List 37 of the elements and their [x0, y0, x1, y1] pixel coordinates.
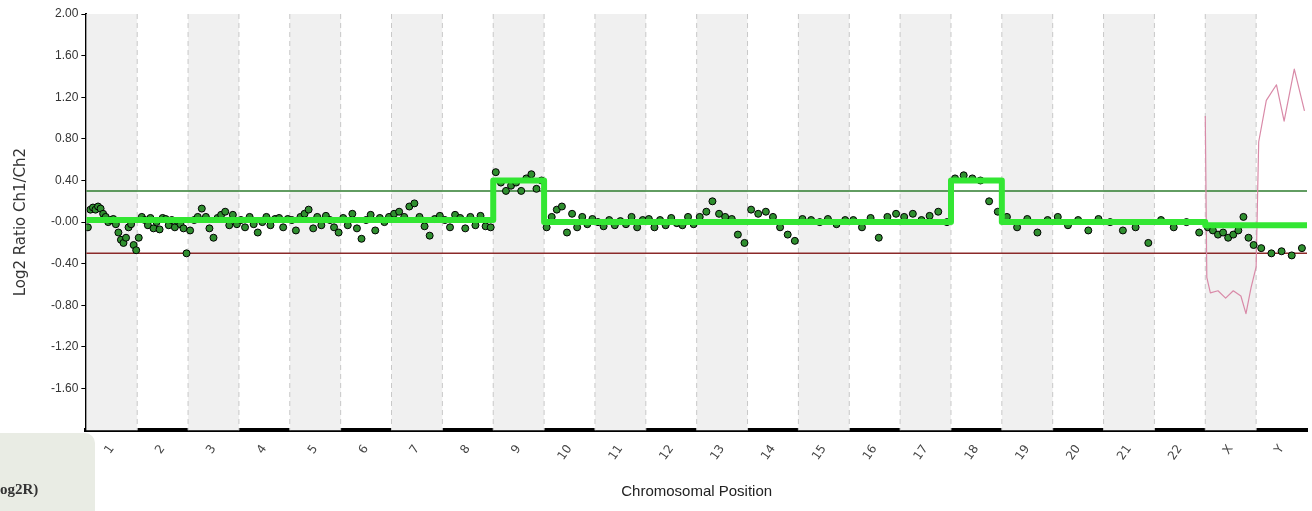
x-tick-label: 22	[1164, 441, 1185, 463]
x-tick-label: 21	[1113, 441, 1135, 463]
x-tick-label: 16	[859, 441, 880, 463]
x-tick-label: 19	[1012, 441, 1033, 463]
x-tick-label: 17	[910, 441, 931, 463]
x-tick-label: 6	[355, 441, 372, 457]
x-tick-label: 2	[151, 441, 168, 457]
x-tick-label: 8	[456, 441, 473, 457]
y-tick-label: 0.40	[54, 172, 79, 187]
y-axis-title: Log2 Ratio Ch1/Ch2	[10, 147, 29, 297]
y-tick-label: 2.00	[54, 6, 79, 21]
x-tick-label: X	[1219, 441, 1236, 457]
x-tick-label: 12	[656, 441, 677, 463]
x-axis-title: Chromosomal Position	[621, 482, 773, 500]
x-tick-label: 13	[706, 441, 728, 463]
x-tick-label: 11	[605, 441, 626, 463]
y-tick-label: 0.80	[54, 131, 79, 146]
y-tick-label: -1.60	[50, 380, 79, 395]
x-tick-label: 9	[507, 441, 524, 457]
y-tick-label: -0.80	[50, 297, 79, 312]
y-tick-label: -1.20	[50, 339, 79, 354]
x-tick-label: 5	[304, 441, 321, 457]
x-tick-label: 20	[1062, 441, 1084, 463]
text: og2R)	[0, 481, 39, 498]
y-tick-label: -0.40	[50, 256, 79, 271]
x-tick-label: 1	[100, 441, 117, 457]
x-tick-label: 7	[406, 441, 422, 457]
x-tick-label: Y	[1270, 441, 1287, 457]
y-tick-label: -0.00	[50, 214, 79, 229]
y-tick-label: 1.20	[54, 89, 79, 104]
x-tick-label: 15	[808, 441, 829, 463]
x-tick-label: 4	[253, 441, 270, 457]
x-tick-label: 18	[961, 441, 982, 463]
x-tick-label: 10	[554, 441, 575, 463]
x-tick-label: 3	[202, 441, 219, 457]
y-tick-label: 1.60	[54, 47, 79, 62]
x-tick-label: 14	[757, 441, 778, 463]
